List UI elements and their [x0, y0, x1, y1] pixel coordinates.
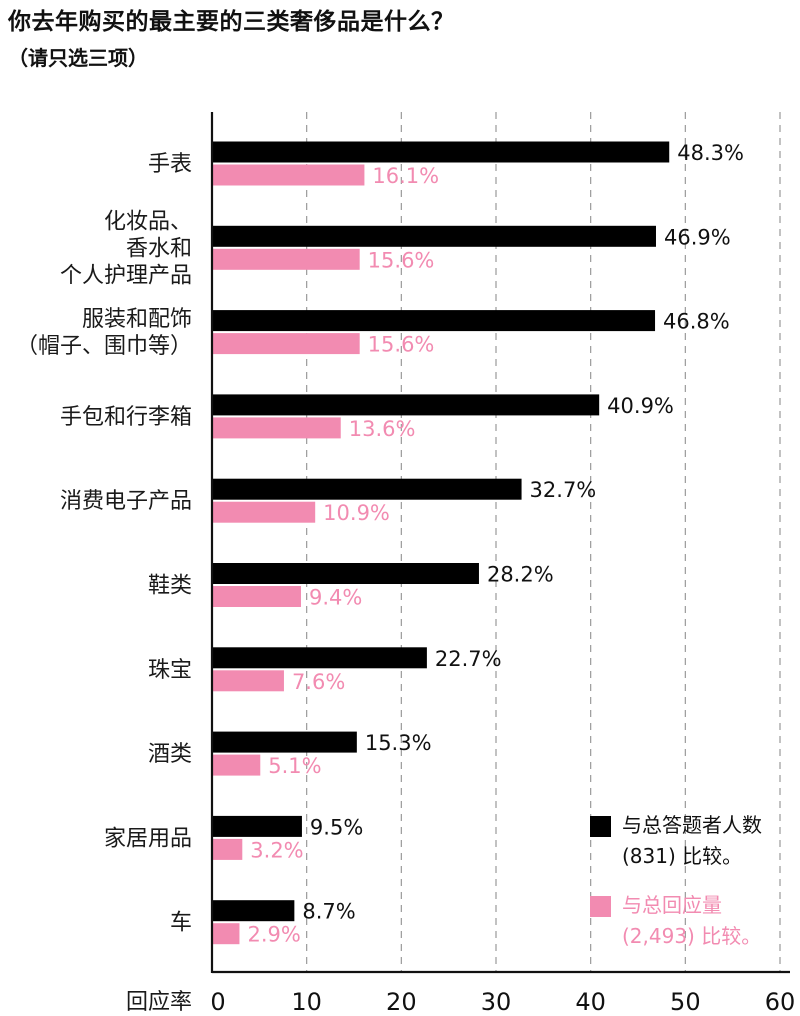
value-label-responses-2: 15.6%: [368, 333, 435, 357]
category-label-9-0: 车: [170, 911, 192, 936]
category-label-4-0: 消费电子产品: [60, 489, 192, 514]
bar-responses-9: [212, 923, 240, 945]
x-tick-label-60: 60: [765, 988, 796, 1016]
value-label-responses-9: 2.9%: [247, 923, 300, 947]
value-label-respondents-9: 8.7%: [302, 900, 355, 924]
value-label-responses-8: 3.2%: [250, 838, 303, 862]
category-label-3-0: 手包和行李箱: [60, 405, 192, 430]
value-label-respondents-0: 48.3%: [677, 141, 744, 165]
bar-respondents-7: [212, 731, 357, 753]
x-tick-label-30: 30: [481, 988, 512, 1016]
legend-label-responses: 与总回应量 (2,493) 比较。: [622, 893, 762, 948]
value-label-responses-5: 9.4%: [309, 586, 362, 610]
bar-respondents-6: [212, 647, 427, 669]
category-label-1-0: 化妆品、: [104, 209, 192, 234]
category-label-7-0: 酒类: [148, 742, 192, 767]
value-label-respondents-6: 22.7%: [435, 647, 502, 671]
axes: 0 10 20 30 40 50 60 回应率: [126, 112, 795, 1016]
category-label-2-1: （帽子、围巾等）: [16, 334, 192, 359]
bar-responses-4: [212, 501, 316, 523]
bars: [212, 141, 670, 945]
x-tick-label-0: 0: [210, 988, 225, 1016]
legend: 与总答题者人数 (831) 比较。 与总回应量 (2,493) 比较。: [590, 810, 762, 970]
legend-swatch-responses: [590, 896, 611, 917]
category-label-5-0: 鞋类: [148, 574, 192, 599]
bar-respondents-5: [212, 563, 479, 584]
bar-responses-8: [212, 838, 243, 860]
x-tick-label-40: 40: [575, 988, 606, 1016]
bar-respondents-2: [212, 310, 656, 332]
category-label-1-1: 香水和: [126, 236, 192, 261]
legend-label-respondents: 与总答题者人数 (831) 比较。: [622, 813, 762, 868]
x-tick-label-10: 10: [291, 988, 322, 1016]
value-label-respondents-5: 28.2%: [487, 563, 554, 587]
bar-responses-6: [212, 670, 284, 692]
value-label-respondents-2: 46.8%: [663, 310, 730, 334]
legend-swatch-respondents: [590, 816, 611, 837]
bar-respondents-9: [212, 900, 295, 922]
bar-responses-7: [212, 754, 261, 776]
bar-respondents-3: [212, 394, 600, 416]
category-label-1-2: 个人护理产品: [60, 263, 192, 288]
bar-responses-1: [212, 248, 360, 270]
legend-item-respondents: 与总答题者人数 (831) 比较。: [590, 810, 762, 872]
value-label-respondents-1: 46.9%: [664, 225, 731, 249]
bar-respondents-0: [212, 141, 670, 163]
value-label-responses-3: 13.6%: [349, 417, 416, 441]
bar-responses-3: [212, 417, 341, 439]
value-label-responses-0: 16.1%: [372, 164, 439, 188]
bar-respondents-8: [212, 815, 302, 837]
bar-responses-0: [212, 164, 365, 186]
bar-responses-2: [212, 333, 360, 355]
bar-responses-5: [212, 586, 301, 607]
value-label-responses-6: 7.6%: [292, 670, 345, 694]
legend-item-responses: 与总回应量 (2,493) 比较。: [590, 890, 762, 952]
x-axis-label: 回应率: [126, 990, 192, 1015]
value-label-responses-1: 15.6%: [368, 248, 435, 272]
value-label-responses-7: 5.1%: [268, 754, 321, 778]
value-label-respondents-7: 15.3%: [365, 731, 432, 755]
category-label-2-0: 服装和配饰: [82, 307, 192, 332]
value-label-responses-4: 10.9%: [323, 501, 390, 525]
value-label-respondents-4: 32.7%: [530, 478, 597, 502]
category-label-8-0: 家居用品: [104, 826, 192, 851]
category-label-6-0: 珠宝: [148, 658, 192, 683]
bar-respondents-1: [212, 225, 656, 247]
category-label-0-0: 手表: [148, 152, 192, 177]
value-label-respondents-8: 9.5%: [310, 815, 363, 839]
chart-subtitle: （请只选三项）: [8, 46, 148, 70]
value-label-respondents-3: 40.9%: [607, 394, 674, 418]
x-tick-label-20: 20: [386, 988, 417, 1016]
x-tick-label-50: 50: [670, 988, 701, 1016]
bar-respondents-4: [212, 478, 522, 500]
chart-title: 你去年购买的最主要的三类奢侈品是什么？: [8, 9, 455, 35]
